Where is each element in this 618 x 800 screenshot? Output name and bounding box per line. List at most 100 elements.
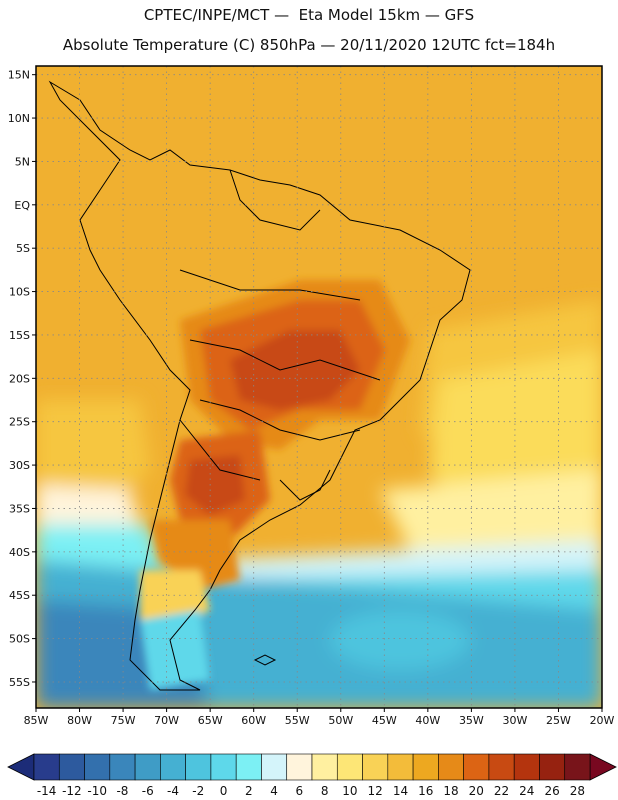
colorbar-swatch: [463, 753, 490, 781]
lat-tick-label: 50S: [9, 633, 30, 646]
border-line-2: [179, 269, 361, 301]
colorbar-swatch: [412, 753, 439, 781]
latitude-labels: 15N 10N 5N EQ 5S 10S 15S 20S 25S 30S 35S 40S 45S 50S 5…: [8, 69, 36, 689]
border-line-1: [229, 169, 321, 231]
colorbar-under-arrow: [7, 753, 35, 781]
colorbar-tick-label: 4: [270, 784, 278, 798]
colorbar-tick-label: 2: [245, 784, 253, 798]
colorbar-tick-label: -8: [116, 784, 128, 798]
lat-tick-label: 25S: [9, 416, 30, 429]
colorbar-tick-label: 12: [368, 784, 383, 798]
lon-tick-label: 20W: [590, 714, 615, 727]
colorbar-tick-label: -10: [87, 784, 107, 798]
colorbar-tick-label: 22: [494, 784, 509, 798]
field-patagonia-20: [150, 520, 240, 590]
border-line-4: [199, 399, 361, 441]
lat-tick-label: 15S: [9, 329, 30, 342]
lat-tick-label: 10N: [8, 112, 30, 125]
lon-tick-label: 80W: [67, 714, 92, 727]
lon-tick-label: 25W: [546, 714, 571, 727]
colorbar-swatch: [513, 753, 540, 781]
colorbar-swatch: [564, 753, 591, 781]
border-line-3: [189, 339, 381, 381]
lon-tick-label: 60W: [241, 714, 266, 727]
lon-tick-label: 65W: [198, 714, 223, 727]
colorbar-swatch: [336, 753, 363, 781]
colorbar-swatch: [235, 753, 262, 781]
colorbar-tick-label: 18: [443, 784, 458, 798]
lat-tick-label: 5N: [15, 155, 30, 168]
colorbar-tick-label: 10: [342, 784, 357, 798]
colorbar-tick-label: -12: [62, 784, 82, 798]
chart-title-line-2: Absolute Temperature (C) 850hPa — 20/11/…: [62, 36, 556, 54]
colorbar-swatch: [58, 753, 85, 781]
colorbar-swatch: [311, 753, 338, 781]
field-land-24: [230, 330, 360, 410]
lat-tick-label: 40S: [9, 546, 30, 559]
longitude-labels: 85W 80W 75W 70W 65W 60W 55W 50W 45W 40W 35W 30W 25W 2…: [24, 708, 615, 727]
lon-tick-label: 35W: [459, 714, 484, 727]
temperature-field: [36, 66, 602, 708]
colorbar-tick-label: -6: [142, 784, 154, 798]
lat-tick-label: 45S: [9, 589, 30, 602]
uruguay-outline: [279, 469, 331, 501]
lat-tick-label: 30S: [9, 459, 30, 472]
colorbar-swatch: [362, 753, 389, 781]
colorbar-swatch: [109, 753, 136, 781]
colorbar-swatch: [438, 753, 464, 781]
colorbar-swatch: [33, 753, 60, 781]
lon-tick-label: 85W: [24, 714, 49, 727]
lat-tick-label: 55S: [9, 676, 30, 689]
colorbar-swatch: [160, 753, 186, 781]
colorbar-swatch: [261, 753, 288, 781]
map-frame: [35, 65, 603, 709]
colorbar-over-arrow: [589, 753, 617, 781]
chart-title-line-1: CPTEC/INPE/MCT — Eta Model 15km — GFS: [143, 6, 475, 24]
field-chaco-24: [185, 455, 245, 515]
lat-tick-label: 35S: [9, 502, 30, 515]
lon-tick-label: 30W: [502, 714, 527, 727]
lon-tick-label: 50W: [328, 714, 353, 727]
lat-tick-label: EQ: [14, 199, 30, 212]
falklands-outline: [253, 654, 277, 666]
colorbar-tick-label: 6: [296, 784, 304, 798]
colorbar: [7, 753, 617, 781]
colorbar-swatch: [539, 753, 566, 781]
lon-tick-label: 55W: [285, 714, 310, 727]
field-pacific-16: [36, 400, 150, 500]
colorbar-swatch: [84, 753, 111, 781]
lon-tick-label: 45W: [372, 714, 397, 727]
colorbar-tick-label: 0: [220, 784, 228, 798]
colorbar-tick-label: -4: [167, 784, 179, 798]
field-swirl: [330, 610, 470, 670]
colorbar-swatch: [185, 753, 212, 781]
grid-lines: [36, 66, 602, 708]
lon-tick-label: 75W: [111, 714, 136, 727]
south-america-outline: [48, 80, 471, 691]
colorbar-tick-label: 28: [570, 784, 585, 798]
lat-tick-label: 20S: [9, 372, 30, 385]
land-outline: [48, 80, 471, 691]
colorbar-swatch: [210, 753, 237, 781]
field-tierra-0: [140, 610, 210, 690]
colorbar-swatch: [286, 753, 313, 781]
colorbar-tick-label: 14: [393, 784, 408, 798]
colorbar-tick-label: -2: [192, 784, 204, 798]
colorbar-tick-labels: -14 -12 -10 -8 -6 -4 -2 0 2 4 6 8 10 12 14 16 18 20 22 24 26…: [37, 784, 585, 798]
lat-tick-label: 15N: [8, 69, 30, 82]
colorbar-swatch: [387, 753, 414, 781]
lat-tick-label: 10S: [9, 286, 30, 299]
colorbar-tick-label: 26: [544, 784, 559, 798]
colorbar-tick-label: 8: [321, 784, 329, 798]
lat-tick-label: 5S: [16, 242, 30, 255]
colorbar-swatch: [134, 753, 161, 781]
field-pacific-6: [36, 485, 140, 530]
colorbar-tick-label: 16: [418, 784, 433, 798]
colorbar-tick-label: 20: [469, 784, 484, 798]
colorbar-swatch: [488, 753, 515, 781]
colorbar-tick-label: 24: [519, 784, 534, 798]
border-line-5: [179, 419, 261, 481]
colorbar-tick-label: -14: [37, 784, 57, 798]
lon-tick-label: 70W: [154, 714, 179, 727]
